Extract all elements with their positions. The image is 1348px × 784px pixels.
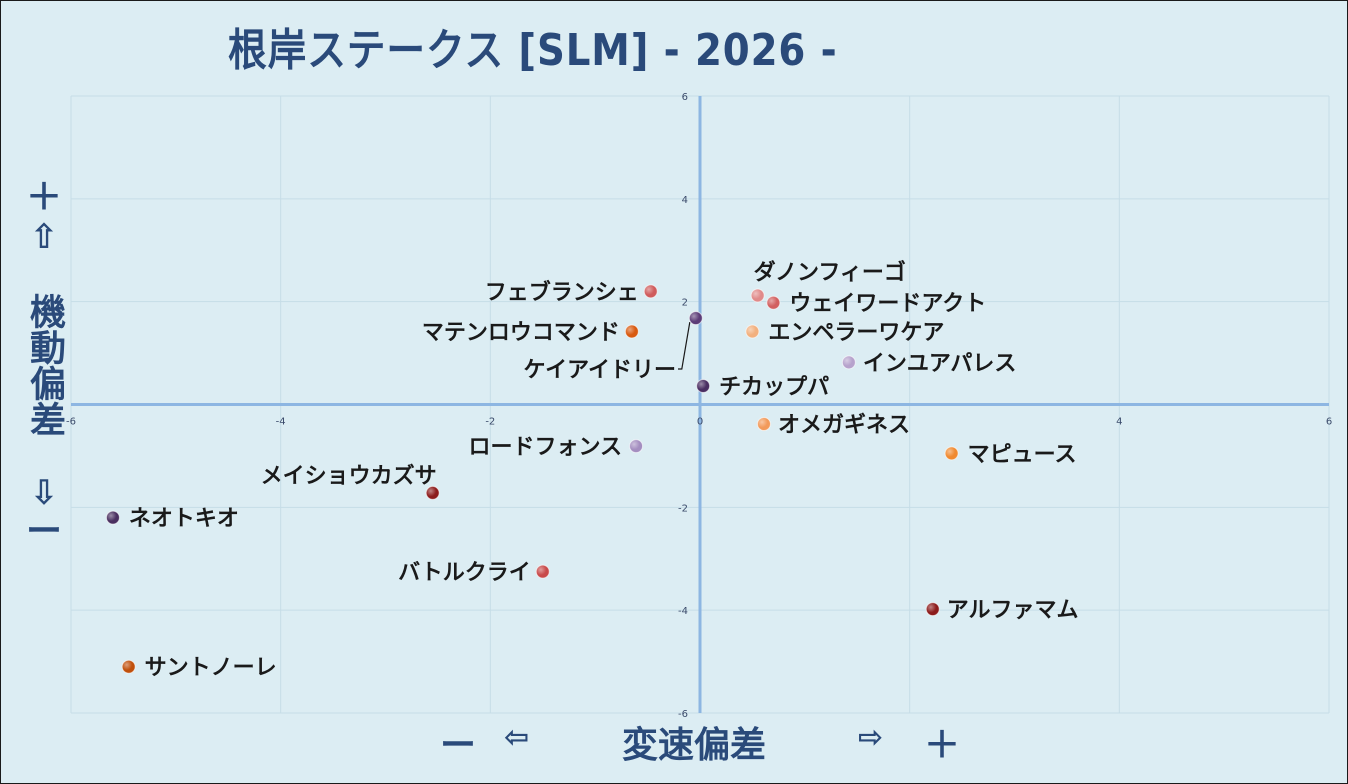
left-arrow-icon: ⇦ xyxy=(504,720,530,755)
data-label: ケイアイドリー xyxy=(524,358,676,383)
data-point-highlight xyxy=(689,311,703,325)
y-tick-label: 4 xyxy=(682,195,688,206)
up-arrow-icon: ⇧ xyxy=(29,217,59,257)
data-label: アルファマム xyxy=(947,598,1079,623)
y-tick-label: 2 xyxy=(682,298,688,309)
data-label: バトルクライ xyxy=(398,561,531,586)
y-axis-label-group: ＋ ⇧ 機動偏差 ⇩ ー xyxy=(18,178,70,552)
data-point-highlight xyxy=(745,324,759,338)
data-label: インユアパレス xyxy=(863,351,1017,376)
data-label: ロードフォンス xyxy=(468,435,622,460)
data-label: メイショウカズサ xyxy=(261,463,437,489)
data-point-highlight xyxy=(757,417,771,431)
x-plus-symbol: ＋ xyxy=(924,725,961,766)
data-point-highlight xyxy=(644,284,658,298)
data-point-highlight xyxy=(426,486,440,500)
data-point-highlight xyxy=(766,296,780,310)
x-tick-label: -6 xyxy=(66,417,76,428)
data-label: ダノンフィーゴ xyxy=(754,259,906,285)
x-axis-label-group: ー ⇦ 変速偏差 ⇨ ＋ xyxy=(440,716,960,768)
data-point-highlight xyxy=(945,446,959,460)
data-point-highlight xyxy=(842,355,856,369)
data-point-highlight xyxy=(696,379,710,393)
x-tick-label: 0 xyxy=(697,417,703,428)
data-label: マテンロウコマンド xyxy=(422,320,620,345)
y-plus-symbol: ＋ xyxy=(25,177,62,218)
chart-title: 根岸ステークス [SLM] - 2026 - xyxy=(228,25,838,76)
data-point-highlight xyxy=(625,324,639,338)
data-label: サントノーレ xyxy=(145,656,277,681)
down-arrow-icon: ⇩ xyxy=(29,473,59,513)
data-label: ネオトキオ xyxy=(129,507,239,532)
data-point-highlight xyxy=(536,565,550,579)
data-point-highlight xyxy=(926,602,940,616)
data-point-highlight xyxy=(629,439,643,453)
label-leader-line xyxy=(678,322,691,370)
data-label: チカップパ xyxy=(719,375,829,400)
data-label: エンペラーワケア xyxy=(768,320,944,345)
data-label: ウェイワードアクト xyxy=(789,292,986,317)
x-tick-label: 6 xyxy=(1326,417,1332,428)
data-point-highlight xyxy=(106,511,120,525)
x-minus-symbol: ー xyxy=(440,725,477,766)
y-minus-symbol: ー xyxy=(25,511,62,552)
right-arrow-icon: ⇨ xyxy=(858,720,884,755)
data-label: オメガギネス xyxy=(778,413,910,438)
y-tick-label: -2 xyxy=(678,503,688,514)
x-tick-label: -2 xyxy=(485,417,495,428)
data-label: フェブランシェ xyxy=(485,279,639,305)
y-axis-label: 機動偏差 xyxy=(24,293,65,437)
x-tick-label: 4 xyxy=(1116,417,1122,428)
y-tick-label: 6 xyxy=(682,92,688,103)
x-tick-label: -4 xyxy=(276,417,286,428)
y-tick-label: -6 xyxy=(678,709,688,720)
data-point-highlight xyxy=(122,660,136,674)
data-label: マピュース xyxy=(968,442,1077,467)
x-axis-label: 変速偏差 xyxy=(622,725,767,766)
y-tick-label: -4 xyxy=(678,606,688,617)
data-point-highlight xyxy=(751,288,765,302)
